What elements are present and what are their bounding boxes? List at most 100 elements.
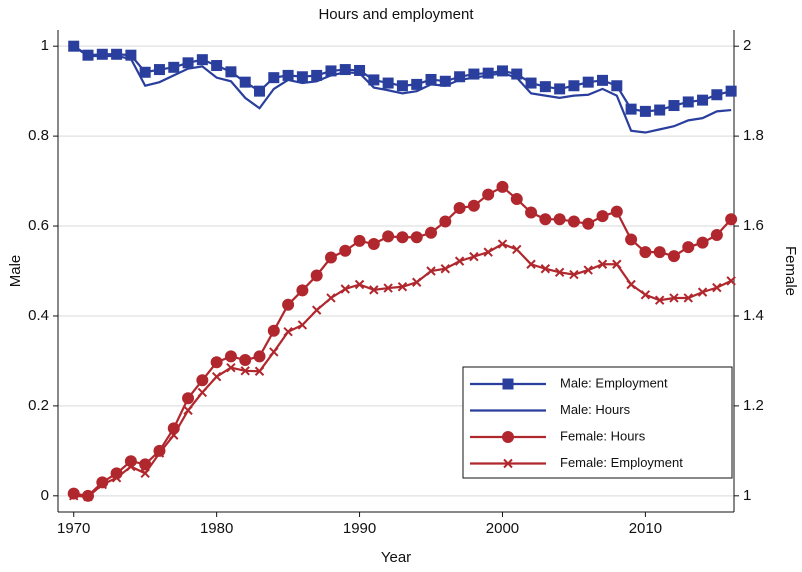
legend-label: Male: Hours xyxy=(560,402,631,417)
marker xyxy=(310,269,323,282)
y2-tick-label: 1.8 xyxy=(743,127,764,144)
marker xyxy=(711,89,723,101)
y-tick-label: 0.6 xyxy=(28,217,49,234)
marker xyxy=(426,266,436,276)
marker xyxy=(397,282,408,292)
marker xyxy=(683,293,693,303)
marker xyxy=(196,54,208,66)
marker xyxy=(210,356,223,369)
marker xyxy=(69,491,79,501)
marker xyxy=(510,193,523,206)
marker xyxy=(411,78,423,90)
marker xyxy=(96,48,108,60)
marker xyxy=(126,461,136,472)
marker xyxy=(725,213,738,226)
marker xyxy=(182,57,194,69)
marker xyxy=(553,213,566,226)
marker xyxy=(468,68,480,80)
marker xyxy=(211,371,222,382)
marker xyxy=(612,259,622,269)
marker xyxy=(311,69,323,81)
marker xyxy=(454,256,465,266)
y2-axis-title: Female xyxy=(782,246,799,296)
marker xyxy=(697,287,708,297)
marker xyxy=(240,366,250,376)
x-axis-title: Year xyxy=(381,549,411,566)
marker xyxy=(496,180,509,193)
marker xyxy=(502,378,514,390)
legend-label: Female: Employment xyxy=(560,455,683,470)
marker xyxy=(483,247,493,257)
marker xyxy=(625,233,638,246)
marker xyxy=(696,236,709,249)
x-tick-label: 2010 xyxy=(629,520,662,537)
marker xyxy=(482,67,494,79)
y-tick-label: 0.4 xyxy=(28,307,49,324)
marker xyxy=(383,283,393,293)
marker xyxy=(324,251,337,264)
marker xyxy=(567,215,580,228)
marker xyxy=(611,80,623,92)
marker xyxy=(710,229,723,242)
y-tick-label: 1 xyxy=(41,37,49,54)
marker xyxy=(568,80,580,92)
marker xyxy=(83,492,93,502)
marker xyxy=(368,74,380,86)
marker xyxy=(539,213,552,226)
marker xyxy=(467,199,480,212)
marker xyxy=(439,75,451,87)
marker xyxy=(554,83,566,95)
marker xyxy=(296,284,309,297)
marker xyxy=(253,350,266,363)
marker xyxy=(297,320,308,330)
marker xyxy=(211,60,223,72)
marker xyxy=(97,479,108,490)
x-tick-label: 1980 xyxy=(200,520,233,537)
marker xyxy=(583,265,593,275)
marker xyxy=(382,77,394,89)
marker xyxy=(196,374,209,387)
y2-tick-label: 2 xyxy=(743,37,751,54)
marker xyxy=(582,217,595,230)
marker xyxy=(482,188,495,201)
marker xyxy=(139,66,151,78)
marker xyxy=(125,49,137,61)
marker xyxy=(169,430,179,440)
marker xyxy=(496,65,508,77)
marker xyxy=(640,290,651,300)
marker xyxy=(183,405,193,416)
marker xyxy=(526,259,536,269)
marker xyxy=(67,487,80,500)
marker xyxy=(354,279,365,290)
marker xyxy=(96,476,109,489)
marker xyxy=(354,64,366,76)
marker xyxy=(669,293,679,303)
marker xyxy=(339,64,351,76)
marker xyxy=(425,73,437,85)
marker xyxy=(502,431,514,443)
marker xyxy=(239,76,251,88)
y2-tick-label: 1.2 xyxy=(743,397,764,414)
marker xyxy=(497,239,508,249)
chart-title: Hours and employment xyxy=(318,6,474,23)
y-tick-label: 0 xyxy=(41,487,49,504)
marker xyxy=(626,279,636,290)
marker xyxy=(111,473,122,483)
marker xyxy=(254,366,265,376)
marker xyxy=(325,65,337,77)
marker xyxy=(182,392,195,405)
marker xyxy=(410,231,423,244)
marker xyxy=(440,264,451,274)
marker xyxy=(225,66,237,78)
marker xyxy=(396,80,408,92)
marker xyxy=(597,259,608,269)
marker xyxy=(311,305,322,315)
marker xyxy=(625,103,637,115)
y2-tick-label: 1.6 xyxy=(743,217,764,234)
marker xyxy=(511,68,523,80)
marker xyxy=(239,354,252,367)
marker xyxy=(726,276,736,286)
marker xyxy=(712,282,722,293)
